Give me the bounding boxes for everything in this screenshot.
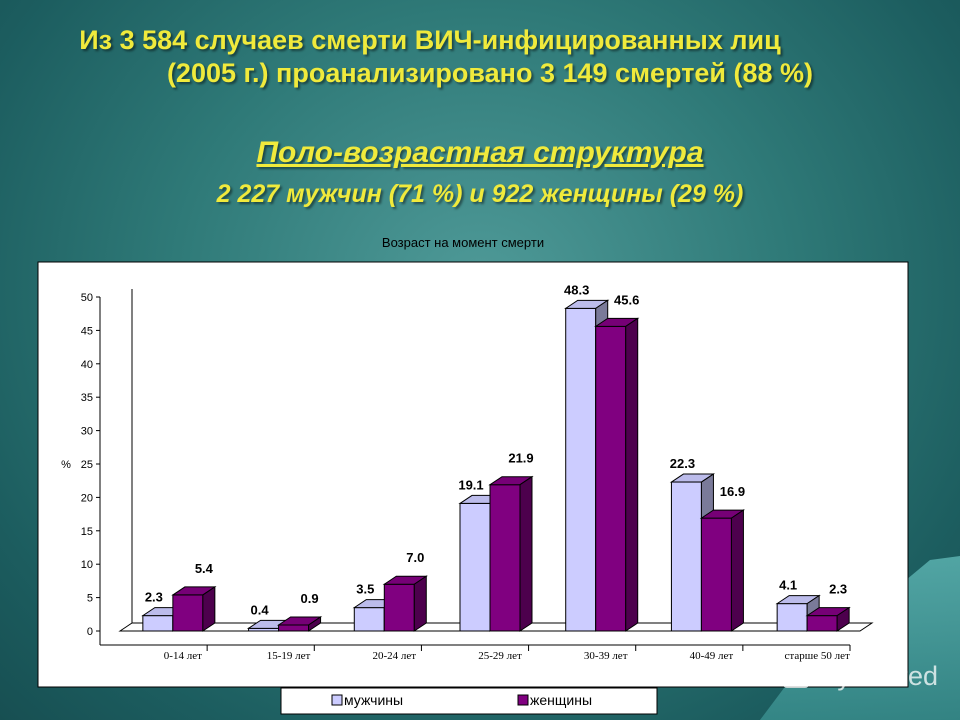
bar-men-front (459, 502, 491, 632)
data-label: 7.0 (406, 550, 424, 565)
legend-label-men: мужчины (344, 692, 403, 708)
y-tick-label: 35 (81, 392, 93, 404)
data-label: 2.3 (829, 582, 847, 597)
slide-title: Из 3 584 случаев смерти ВИЧ-инфицированн… (0, 24, 960, 90)
x-tick-label: старше 50 лет (785, 650, 850, 662)
data-label: 48.3 (564, 282, 589, 297)
bar-men-front (565, 307, 597, 632)
bar-women-side (730, 509, 744, 632)
bar-women-side (836, 606, 850, 632)
data-label: 4.1 (779, 578, 797, 593)
y-tick-label: 0 (87, 626, 93, 638)
x-tick-label: 15-19 лет (267, 650, 311, 662)
data-label: 0.4 (251, 602, 270, 617)
x-tick-label: 30-39 лет (584, 650, 628, 662)
y-tick-label: 15 (81, 526, 93, 538)
y-tick-label: 10 (81, 559, 93, 571)
bar-women-front (172, 594, 204, 632)
bar-men-front (776, 603, 808, 632)
data-label: 5.4 (195, 561, 214, 576)
x-tick-label: 40-49 лет (690, 650, 734, 662)
y-tick-label: 40 (81, 359, 93, 371)
y-tick-label: 20 (81, 492, 93, 504)
data-label: 3.5 (356, 582, 374, 597)
bar-women-side (519, 475, 533, 632)
bar-men-front (353, 607, 385, 632)
bar-women-front (595, 325, 627, 632)
x-tick-label: 25-29 лет (478, 650, 522, 662)
legend-swatch-women (517, 694, 529, 706)
watermark: MyShared (782, 661, 938, 692)
y-tick-label: 45 (81, 325, 93, 337)
data-label: 0.9 (301, 591, 319, 606)
y-axis-label: % (61, 459, 71, 471)
slide-title-line-2: (2005 г.) проанализировано 3 149 смертей… (166, 58, 814, 88)
y-tick-label: 50 (81, 292, 93, 304)
y-tick-label: 30 (81, 426, 93, 438)
data-label: 45.6 (614, 292, 639, 307)
bar-women-front (700, 517, 732, 632)
bar-women-side (308, 616, 322, 632)
legend (280, 687, 658, 715)
slide-subtitle: Поло-возрастная структура (256, 136, 704, 169)
bar-women-front (383, 583, 415, 632)
watermark-text: MyShared (814, 661, 938, 691)
data-label: 22.3 (670, 456, 695, 471)
chart-title: Возраст на момент смерти (382, 235, 544, 250)
x-tick-label: 20-24 лет (372, 650, 416, 662)
legend-label-women: женщины (530, 692, 592, 708)
data-label: 2.3 (145, 590, 163, 605)
data-label: 16.9 (720, 484, 745, 499)
slide-summary: 2 227 мужчин (71 %) и 922 женщины (29 %) (216, 180, 744, 208)
bar-women-front (806, 615, 838, 632)
data-label: 21.9 (508, 451, 533, 466)
legend-swatch-men (331, 694, 343, 706)
bar-women-front (278, 624, 310, 632)
presentation-board-icon (782, 666, 809, 688)
bar-women-side (625, 317, 639, 632)
y-tick-label: 5 (87, 593, 93, 605)
bar-women-side (413, 575, 427, 632)
bar-men-front (670, 481, 702, 632)
bar-women-front (489, 484, 521, 632)
y-tick-label: 25 (81, 459, 93, 471)
bar-men-front (142, 615, 174, 632)
slide-title-line-1: Из 3 584 случаев смерти ВИЧ-инфицированн… (79, 25, 781, 55)
x-tick-label: 0-14 лет (164, 650, 202, 662)
data-label: 19.1 (458, 477, 483, 492)
bar-women-side (202, 585, 216, 632)
